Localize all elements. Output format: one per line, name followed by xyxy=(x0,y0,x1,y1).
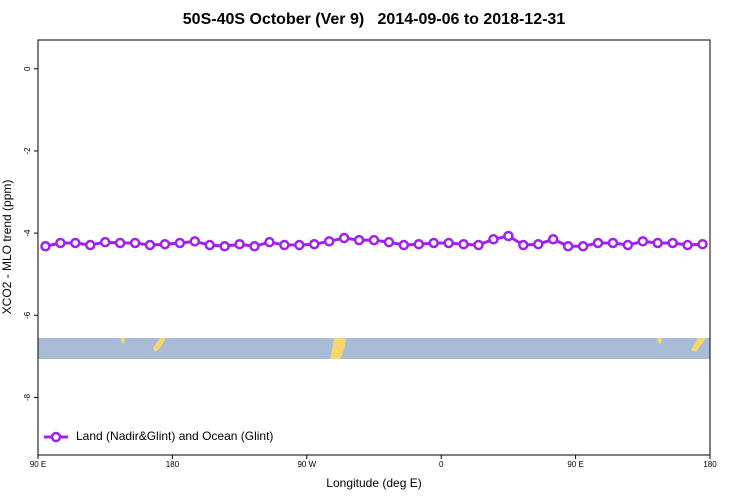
data-point xyxy=(562,241,574,252)
land xyxy=(153,338,166,352)
legend-label: Land (Nadir&Glint) and Ocean (Glint) xyxy=(76,429,273,443)
x-axis-label: Longitude (deg E) xyxy=(326,476,421,490)
data-point xyxy=(458,238,469,250)
data-point xyxy=(383,236,395,248)
data-point xyxy=(40,241,51,252)
x-tick-label: 180 xyxy=(166,460,180,469)
data-point xyxy=(577,241,589,252)
data-point xyxy=(533,238,544,250)
data-point xyxy=(488,234,499,245)
y-tick-label: -4 xyxy=(23,229,32,237)
data-point xyxy=(204,239,215,251)
data-point xyxy=(174,237,186,249)
data-point xyxy=(309,238,320,250)
x-tick-label: 90 E xyxy=(30,460,46,469)
x-tick-label: 0 xyxy=(439,460,444,469)
data-point xyxy=(368,234,380,246)
y-tick-label: 0 xyxy=(23,66,32,71)
data-point xyxy=(428,237,439,249)
data-point xyxy=(592,237,604,249)
data-point xyxy=(667,237,678,249)
x-tick-label: 90 E xyxy=(567,460,583,469)
data-point xyxy=(70,237,81,249)
data-point xyxy=(682,239,693,251)
data-point xyxy=(279,239,290,251)
data-point xyxy=(637,236,649,247)
data-point xyxy=(607,237,619,249)
data-point xyxy=(99,236,111,248)
land xyxy=(658,338,662,344)
ocean-band xyxy=(38,338,710,359)
x-tick-label: 180 xyxy=(703,460,717,469)
data-point xyxy=(443,237,454,249)
data-point xyxy=(652,237,663,249)
data-point xyxy=(518,239,529,251)
data-point xyxy=(234,238,245,250)
data-point xyxy=(144,239,156,251)
x-tick-label: 90 W xyxy=(297,460,316,469)
y-tick-label: -6 xyxy=(23,311,32,319)
data-point xyxy=(189,236,201,247)
data-point xyxy=(159,238,171,250)
data-point xyxy=(503,230,514,242)
land xyxy=(330,338,346,359)
chart-title: 50S-40S October (Ver 9) 2014-09-06 to 20… xyxy=(183,11,566,28)
land-mask xyxy=(38,338,710,359)
data-point xyxy=(413,238,425,250)
data-point xyxy=(323,236,335,247)
data-point xyxy=(294,239,305,251)
data-point xyxy=(338,232,350,244)
data-point xyxy=(249,241,260,252)
data-point xyxy=(697,238,708,250)
data-point xyxy=(55,237,66,249)
y-axis-label: XCO2 - MLO trend (ppm) xyxy=(0,180,14,315)
land xyxy=(121,338,125,344)
data-point xyxy=(114,237,126,249)
y-tick-label: -2 xyxy=(23,147,32,155)
data-point xyxy=(353,234,365,246)
data-point xyxy=(473,239,484,251)
data-point xyxy=(219,241,230,252)
data-point xyxy=(264,236,275,248)
data-point xyxy=(622,239,634,251)
legend-marker xyxy=(50,431,62,443)
data-point xyxy=(129,237,141,249)
plot-frame xyxy=(37,39,711,456)
data-point xyxy=(547,234,559,245)
data-point xyxy=(85,239,96,251)
data-point xyxy=(398,239,410,251)
y-tick-label: -8 xyxy=(23,393,32,401)
land xyxy=(691,338,706,352)
